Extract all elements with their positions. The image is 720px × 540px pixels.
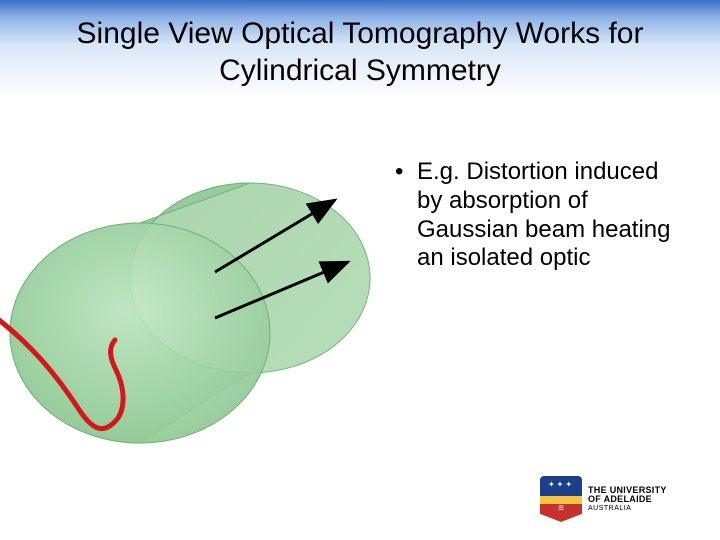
bullet-item: •E.g. Distortion induced by absorption o… [395, 158, 695, 273]
slide-content: •E.g. Distortion induced by absorption o… [0, 98, 720, 540]
cylinder-diagram [0, 118, 380, 478]
bullet-marker: • [395, 158, 417, 187]
bullet-text: E.g. Distortion induced by absorption of… [417, 158, 687, 273]
crest-icon [540, 476, 582, 522]
slide-title: Single View Optical Tomography Works for… [20, 15, 700, 90]
logo-line2: OF ADELAIDE [588, 495, 667, 504]
title-bar: Single View Optical Tomography Works for… [0, 0, 720, 98]
logo-text: THE UNIVERSITY OF ADELAIDE AUSTRALIA [588, 486, 667, 512]
university-logo: THE UNIVERSITY OF ADELAIDE AUSTRALIA [540, 474, 700, 524]
logo-line3: AUSTRALIA [588, 505, 667, 512]
